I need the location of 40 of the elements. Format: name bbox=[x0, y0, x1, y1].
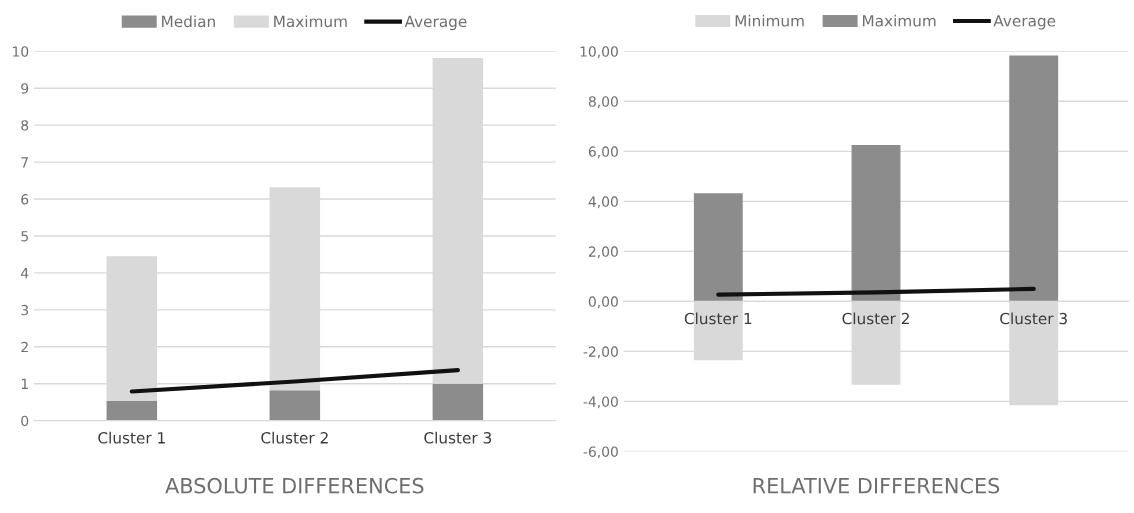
bar bbox=[1009, 55, 1059, 302]
bar bbox=[269, 390, 321, 421]
x-tick-label: Cluster 3 bbox=[1000, 312, 1067, 325]
y-tick-label: 4,00 bbox=[588, 196, 618, 209]
y-tick-label: 10 bbox=[13, 46, 29, 57]
bar bbox=[851, 145, 901, 302]
y-tick-label: -2,00 bbox=[583, 346, 618, 359]
y-tick-label: -4,00 bbox=[583, 396, 618, 409]
y-tick-label: -6,00 bbox=[583, 446, 618, 459]
text: RELATIVE DIFFERENCES bbox=[753, 477, 1000, 494]
legend-label: Average bbox=[404, 15, 467, 31]
legend-label: Median bbox=[162, 15, 215, 28]
y-tick-label: 5 bbox=[21, 231, 28, 242]
y-tick-label: 3 bbox=[21, 304, 29, 316]
y-tick-label: 6,00 bbox=[588, 146, 618, 159]
bar bbox=[432, 383, 484, 421]
x-tick-label: Cluster 2 bbox=[261, 431, 328, 444]
y-tick-label: 7 bbox=[21, 157, 28, 168]
y-tick-label: 1 bbox=[21, 378, 28, 389]
y-tick-label: 8 bbox=[21, 120, 29, 131]
legend-label: Minimum bbox=[735, 14, 804, 27]
y-tick-label: 6 bbox=[21, 194, 29, 205]
legend-label: Average bbox=[993, 15, 1056, 30]
x-tick-label: Cluster 2 bbox=[842, 312, 909, 325]
y-tick-label: 0,00 bbox=[588, 296, 618, 309]
legend-label: Maximum bbox=[274, 15, 347, 28]
y-tick-label: 9 bbox=[21, 83, 29, 94]
y-tick-label: 8,00 bbox=[588, 96, 618, 109]
bar bbox=[106, 401, 158, 421]
x-tick-label: Cluster 3 bbox=[424, 431, 492, 444]
y-tick-label: 10,00 bbox=[580, 46, 618, 59]
y-tick-label: 4 bbox=[21, 268, 29, 279]
text: ABSOLUTE DIFFERENCES bbox=[165, 477, 424, 494]
x-tick-label: Cluster 1 bbox=[98, 431, 165, 444]
legend-label: Maximum bbox=[863, 14, 936, 27]
y-tick-label: 0 bbox=[21, 415, 29, 427]
y-tick-label: 2,00 bbox=[588, 246, 618, 259]
bar bbox=[693, 193, 743, 302]
y-tick-label: 2 bbox=[21, 341, 28, 353]
x-tick-label: Cluster 1 bbox=[684, 312, 752, 325]
